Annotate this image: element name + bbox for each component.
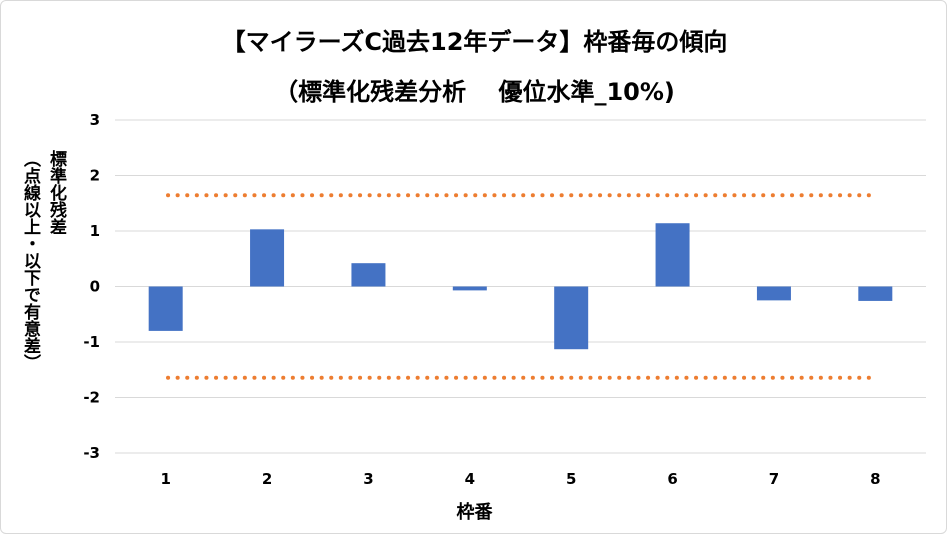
y-tick-label: 1 — [90, 222, 100, 240]
bar-6 — [655, 223, 690, 287]
bar-2 — [250, 229, 285, 287]
bar-8 — [858, 286, 893, 301]
y-axis-label-line1: 標準化残差 — [46, 150, 66, 235]
y-tick-label: 0 — [90, 278, 100, 296]
chart-subtitle: （標準化残差分析 優位水準_10%) — [274, 78, 675, 106]
x-tick-label: 5 — [566, 470, 576, 488]
x-tick-label: 2 — [262, 470, 272, 488]
bar-5 — [554, 286, 589, 350]
chart-title: 【マイラーズC過去12年データ】枠番毎の傾向 — [221, 28, 728, 56]
y-tick-label: -2 — [83, 389, 100, 407]
y-tick-label: -3 — [83, 444, 100, 462]
bar-3 — [351, 263, 386, 287]
x-tick-label: 3 — [363, 470, 373, 488]
y-axis-label: 標準化残差 （点線以上・以下で有意差） — [5, 150, 69, 410]
y-axis-label-line2: （点線以上・以下で有意差） — [20, 150, 40, 371]
x-tick-label: 1 — [160, 470, 170, 488]
bar-4 — [452, 286, 487, 291]
y-tick-label: -1 — [83, 333, 100, 351]
bar-1 — [148, 286, 183, 331]
x-tick-label: 8 — [870, 470, 880, 488]
bar-7 — [756, 286, 791, 301]
x-axis-label: 枠番 — [456, 502, 493, 523]
y-tick-label: 2 — [90, 167, 100, 185]
y-tick-label: 3 — [90, 111, 100, 129]
x-tick-label: 6 — [667, 470, 677, 488]
x-tick-label: 4 — [465, 470, 475, 488]
x-tick-label: 7 — [769, 470, 779, 488]
